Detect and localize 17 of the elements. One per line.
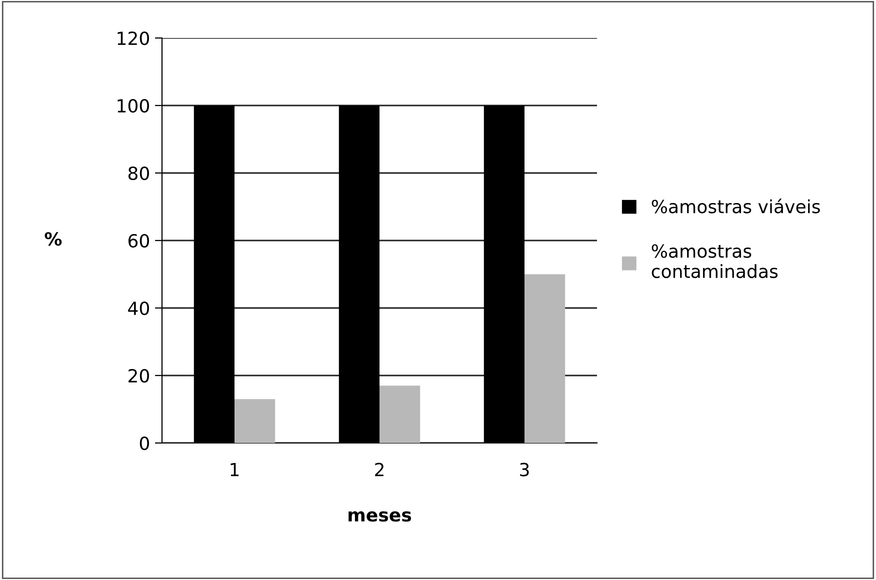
x-tick-label: 3 — [520, 462, 529, 476]
x-tick-label: 2 — [375, 462, 384, 476]
x-axis-title: meses — [348, 511, 412, 522]
legend-label: %amostras contaminadas — [652, 244, 778, 278]
y-tick-label: 80 — [128, 166, 149, 180]
legend-label: %amostras viáveis — [652, 198, 820, 214]
y-tick-label: 20 — [128, 368, 149, 383]
bar — [524, 274, 566, 443]
bar — [234, 399, 276, 443]
x-tick-label: 1 — [230, 463, 239, 476]
y-tick-label: 0 — [140, 436, 149, 450]
y-axis-title: % — [44, 232, 62, 246]
y-tick-label: 120 — [118, 31, 149, 46]
y-tick-label: 60 — [128, 234, 149, 248]
y-tick-label: 40 — [128, 301, 149, 316]
y-tick-label: 100 — [118, 98, 149, 113]
bar — [380, 386, 420, 443]
